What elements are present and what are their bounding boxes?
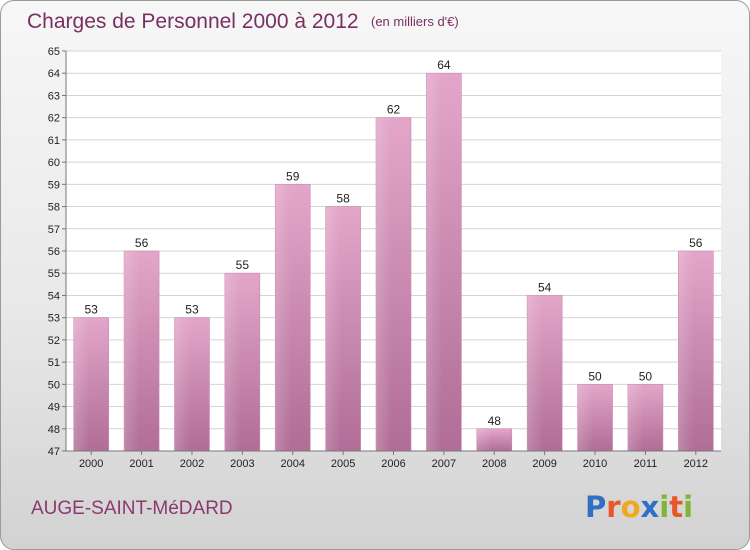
y-tick-label: 58 <box>48 202 60 214</box>
data-label: 56 <box>135 236 149 250</box>
x-tick-label: 2008 <box>482 458 506 470</box>
data-label: 50 <box>639 369 653 383</box>
y-tick-label: 55 <box>48 268 60 280</box>
bar-highlight <box>124 251 140 451</box>
logo-letter: r <box>606 490 621 524</box>
x-tick-label: 2007 <box>432 458 456 470</box>
y-tick-label: 62 <box>48 113 60 125</box>
x-tick-label: 2011 <box>634 458 658 470</box>
y-tick-label: 47 <box>48 446 60 458</box>
data-label: 64 <box>437 58 451 72</box>
y-tick-label: 60 <box>48 157 60 169</box>
y-tick-label: 65 <box>48 46 60 58</box>
y-tick-label: 56 <box>48 246 60 258</box>
bar-highlight <box>627 384 644 451</box>
bar-highlight <box>224 273 241 451</box>
bar-highlight <box>577 384 594 451</box>
data-label: 62 <box>387 103 401 117</box>
bar-highlight <box>376 117 392 452</box>
y-tick-label: 50 <box>48 379 60 391</box>
y-tick-label: 48 <box>48 424 60 436</box>
proxiti-logo: Proxiti <box>585 490 693 524</box>
data-label: 48 <box>488 414 502 428</box>
bar-highlight <box>325 206 342 451</box>
bar-highlight <box>174 317 191 451</box>
plot-area: 47 48 49 50 51 52 53 54 55 56 57 58 59 60 61 62 63 64 65 53… <box>48 46 721 470</box>
data-label: 59 <box>286 169 300 183</box>
logo-letter: i <box>659 490 669 524</box>
x-tick-label: 2012 <box>684 458 708 470</box>
y-tick-label: 57 <box>48 224 60 236</box>
bar-highlight <box>527 295 543 451</box>
bar-highlight <box>426 73 443 451</box>
logo-letter: t <box>669 490 683 524</box>
y-tick-label: 52 <box>48 335 60 347</box>
bar-highlight <box>275 184 291 452</box>
x-tick-label: 2009 <box>532 458 556 470</box>
x-tick-label: 2006 <box>381 458 405 470</box>
y-tick-label: 59 <box>48 179 60 191</box>
y-tick-label: 61 <box>48 135 60 147</box>
data-label: 55 <box>236 258 250 272</box>
x-tick-label: 2001 <box>129 458 153 470</box>
logo-letter: P <box>585 490 606 524</box>
data-label: 50 <box>588 369 602 383</box>
y-tick-label: 54 <box>48 290 60 302</box>
chart-title: Charges de Personnel 2000 à 2012 <box>27 10 359 33</box>
logo-letter: i <box>683 490 693 524</box>
x-tick-label: 2004 <box>280 458 304 470</box>
data-label: 53 <box>185 303 199 317</box>
data-label: 58 <box>336 192 350 206</box>
x-tick-label: 2002 <box>180 458 204 470</box>
logo-letter: o <box>621 490 641 524</box>
y-tick-label: 63 <box>48 90 60 102</box>
y-tick-label: 53 <box>48 313 60 325</box>
x-tick-label: 2005 <box>331 458 355 470</box>
y-tick-label: 64 <box>48 68 60 80</box>
x-tick-label: 2000 <box>79 458 103 470</box>
chart-subtitle: (en milliers d'€) <box>371 14 459 29</box>
logo-letter: x <box>641 490 660 524</box>
x-tick-label: 2003 <box>230 458 254 470</box>
data-label: 56 <box>689 236 703 250</box>
commune-name: AUGE-SAINT-MéDARD <box>31 498 233 519</box>
y-tick-label: 49 <box>48 402 60 414</box>
y-tick-label: 51 <box>48 357 60 369</box>
data-label: 53 <box>85 303 99 317</box>
data-label: 54 <box>538 280 552 294</box>
x-tick-label: 2010 <box>583 458 607 470</box>
bar-highlight <box>73 317 90 451</box>
bar-highlight <box>476 428 493 451</box>
bar-highlight <box>678 251 695 451</box>
